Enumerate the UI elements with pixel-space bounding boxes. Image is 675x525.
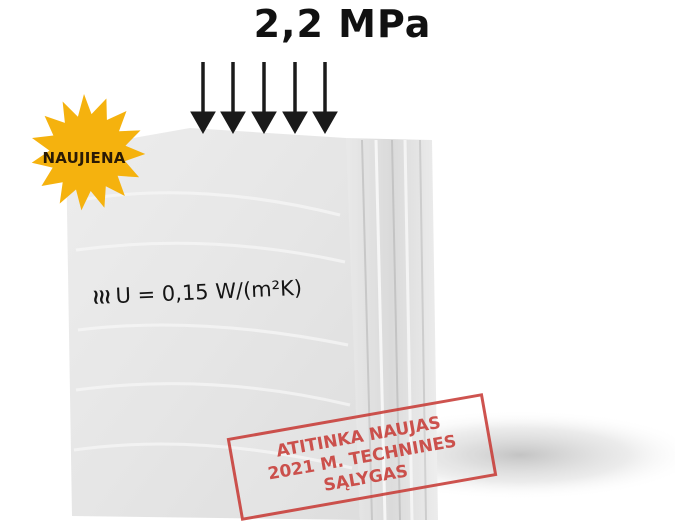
new-badge-label: NAUJIENA: [42, 149, 126, 167]
starburst-badge: [31, 94, 146, 211]
block-front-face: [66, 128, 360, 520]
pressure-arrow: [312, 62, 338, 135]
pressure-arrows: [190, 62, 338, 135]
pressure-arrow: [220, 62, 246, 135]
pressure-arrow: [251, 62, 277, 135]
block-side: [345, 138, 438, 521]
pressure-label: 2,2 MPa: [253, 2, 432, 46]
pressure-arrow: [190, 62, 216, 135]
pressure-arrow: [282, 62, 308, 135]
block-texture: [73, 191, 353, 470]
heat-waves-icon: ≀≀≀: [91, 284, 111, 309]
